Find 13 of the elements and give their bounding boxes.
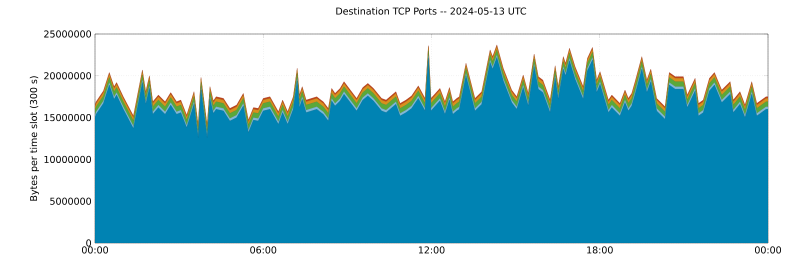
- y-tick-label: 10000000: [44, 156, 91, 163]
- y-tick-label: 5000000: [50, 198, 91, 205]
- y-tick-label: 15000000: [44, 114, 91, 122]
- x-tick-label: 00:00: [82, 246, 108, 254]
- y-axis-title: Bytes per time slot (300 s): [30, 76, 39, 201]
- y-tick-label: 25000000: [44, 30, 91, 38]
- x-tick-label: 00:00: [754, 246, 782, 254]
- chart-title: Destination TCP Ports -- 2024-05-13 UTC: [336, 7, 526, 15]
- y-tick-label: 0: [86, 239, 92, 247]
- x-tick-label: 18:00: [587, 246, 613, 254]
- x-tick-label: 12:00: [418, 246, 445, 254]
- x-tick-label: 06:00: [250, 246, 276, 254]
- y-tick-label: 20000000: [44, 72, 91, 80]
